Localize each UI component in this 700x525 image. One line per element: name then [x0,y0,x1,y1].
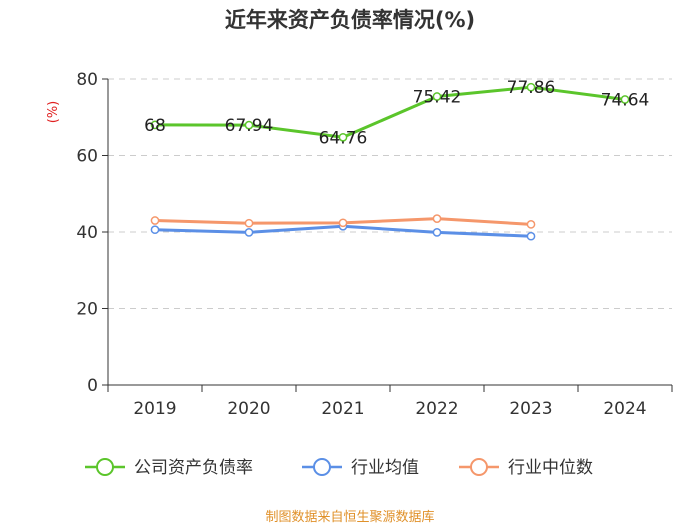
legend-item-2[interactable]: 行业均值 [302,458,419,478]
x-tick-label: 2023 [509,399,552,419]
series-1-point[interactable] [150,120,160,130]
series-1-point[interactable] [526,82,536,92]
legend-circle-marker [96,458,114,476]
data-label: 64.76 [319,128,368,148]
legend-label: 行业中位数 [508,458,593,478]
legend-label: 公司资产负债率 [134,458,253,478]
y-tick-label: 20 [76,300,98,320]
legend-item-3[interactable]: 行业中位数 [459,458,593,478]
y-tick-label: 0 [87,376,98,396]
legend-circle-marker [313,458,331,476]
x-tick-label: 2019 [133,399,176,419]
series-layer [150,82,630,241]
legend-circle-marker [470,458,488,476]
x-tick-label: 2022 [415,399,458,419]
series-1-point[interactable] [620,95,630,104]
series-3-point[interactable] [150,216,160,225]
chart-title: 近年来资产负债率情况(%) [225,8,475,32]
series-line-1 [154,85,626,139]
axes: 0 20 40 60 80 2019 2020 2021 2022 2023 2024 [76,70,673,419]
series-2-point[interactable] [432,228,442,237]
series-2-point[interactable] [150,225,160,235]
series-3-point[interactable] [338,218,348,228]
data-labels: 68 67.94 64.76 75.42 77.86 74.64 [144,78,649,148]
data-label: 75.42 [413,88,462,108]
series-3-point[interactable] [432,214,442,223]
series-1-point[interactable] [338,132,348,142]
grid-lines [108,78,672,309]
series-3-point[interactable] [526,220,536,229]
legend: 公司资产负债率 行业均值 行业中位数 [85,458,593,478]
y-tick-label: 60 [76,147,98,167]
x-tick-label: 2024 [603,399,646,419]
data-label: 77.86 [507,78,556,98]
y-tick-label: 40 [76,223,98,243]
y-axis-unit: (%) [46,101,61,124]
series-1-point[interactable] [244,120,254,130]
series-1-point[interactable] [432,92,442,101]
series-3-point[interactable] [244,218,254,228]
x-tick-label: 2021 [321,399,364,419]
data-label: 68 [144,116,166,136]
source-note: 制图数据来自恒生聚源数据库 [265,509,434,525]
data-label: 67.94 [225,116,274,136]
series-2-point[interactable] [244,228,254,237]
legend-label: 行业均值 [351,458,419,478]
data-label: 74.64 [601,91,650,111]
x-tick-label: 2020 [227,399,270,419]
series-2-point[interactable] [526,231,536,241]
y-tick-label: 80 [76,70,98,90]
legend-item-1[interactable]: 公司资产负债率 [85,458,253,478]
